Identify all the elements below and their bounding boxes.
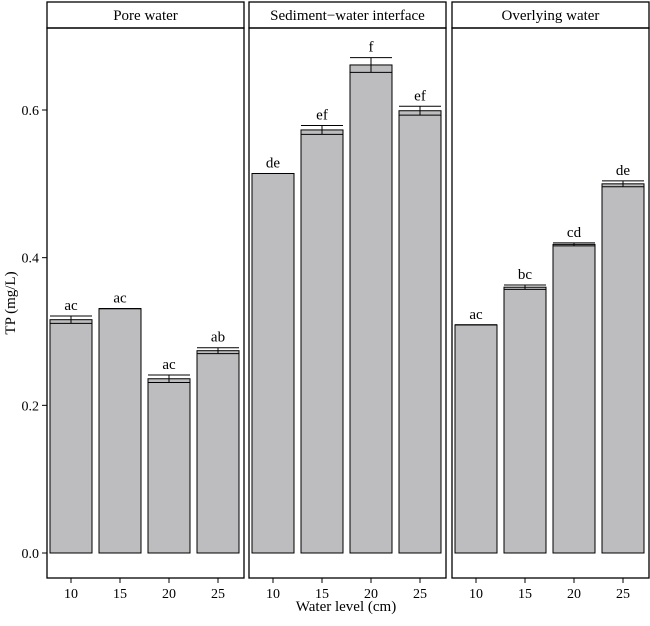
panel-frame <box>46 27 245 579</box>
bar <box>601 183 645 554</box>
significance-letter: de <box>616 163 631 179</box>
significance-letter: cd <box>567 225 582 241</box>
panel-title: Overlying water <box>502 8 600 24</box>
bar <box>398 110 442 554</box>
y-tick-label: 0.2 <box>22 399 40 414</box>
bar <box>552 243 596 554</box>
x-tick-label: 25 <box>616 587 630 602</box>
significance-letter: ac <box>113 291 127 307</box>
y-axis-label: TP (mg/L) <box>3 271 19 334</box>
significance-letter: ef <box>414 88 426 104</box>
panel-3: Overlying water ac 10 bc 15 cd 20 de 25 <box>451 1 650 602</box>
x-tick-label: 10 <box>469 587 483 602</box>
bar <box>349 64 393 554</box>
x-tick-label: 10 <box>64 587 78 602</box>
bar <box>49 319 93 554</box>
y-tick-label: 0.6 <box>22 104 40 119</box>
panel-1: Pore water ac 10 ac 15 ac 20 ab 25 <box>46 1 245 602</box>
bar <box>196 350 240 554</box>
panel-title: Sediment−water interface <box>270 8 425 24</box>
x-tick-label: 20 <box>162 587 176 602</box>
x-axis-label: Water level (cm) <box>296 599 396 615</box>
x-tick-label: 20 <box>364 587 378 602</box>
panel-frame <box>248 27 447 579</box>
bar <box>503 286 547 554</box>
significance-letter: ef <box>316 108 328 124</box>
x-tick-label: 25 <box>211 587 225 602</box>
x-tick-label: 15 <box>315 587 329 602</box>
bar <box>98 308 142 554</box>
x-tick-label: 10 <box>266 587 280 602</box>
significance-letter: de <box>266 155 281 171</box>
panel-strip <box>451 1 650 29</box>
x-tick-label: 15 <box>518 587 532 602</box>
significance-letter: f <box>369 40 374 56</box>
bar <box>147 378 191 554</box>
panel-frame <box>451 27 650 579</box>
x-tick-label: 25 <box>413 587 427 602</box>
panel-2: Sediment−water interface de 10 ef 15 f 20 ef 25 <box>248 1 447 602</box>
significance-letter: bc <box>518 267 533 283</box>
panel-strip <box>46 1 245 29</box>
x-tick-label: 15 <box>113 587 127 602</box>
y-tick-label: 0.4 <box>22 252 40 267</box>
significance-letter: ac <box>64 298 78 314</box>
significance-letter: ac <box>469 307 483 323</box>
x-tick-label: 20 <box>567 587 581 602</box>
significance-letter: ac <box>162 357 176 373</box>
panel-title: Pore water <box>113 8 178 24</box>
bar <box>300 129 344 554</box>
significance-letter: ab <box>211 330 225 346</box>
bar <box>454 324 498 554</box>
bar <box>251 172 295 554</box>
y-tick-label: 0.0 <box>22 547 40 562</box>
